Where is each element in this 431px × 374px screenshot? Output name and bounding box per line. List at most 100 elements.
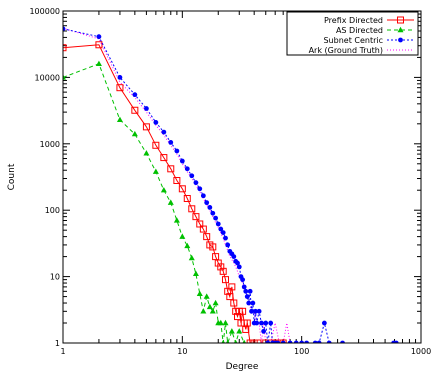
data-point	[203, 293, 210, 299]
data-point	[152, 168, 159, 174]
data-point	[262, 339, 270, 343]
data-point	[304, 340, 310, 343]
data-point	[221, 276, 229, 284]
data-point	[192, 270, 199, 277]
data-point	[63, 44, 67, 52]
data-point	[220, 230, 226, 235]
y-tick-labels: 1 10 100 1000 10000 100000	[29, 7, 60, 348]
data-point	[116, 116, 123, 122]
data-point	[179, 233, 186, 239]
data-point	[209, 308, 216, 314]
data-point	[174, 148, 180, 154]
legend-label: AS Directed	[336, 26, 383, 35]
data-point	[196, 290, 203, 297]
x-tick-label: 1	[60, 347, 65, 356]
data-point	[228, 328, 235, 334]
data-point	[200, 193, 206, 199]
data-point	[253, 308, 258, 314]
data-point	[267, 339, 275, 343]
data-point	[221, 339, 225, 343]
data-point	[235, 260, 240, 266]
data-point	[312, 340, 318, 343]
data-point	[153, 120, 159, 125]
data-point	[232, 307, 240, 315]
data-point	[63, 74, 66, 80]
data-point	[393, 340, 399, 343]
y-tick-label: 100000	[29, 7, 60, 16]
data-point	[326, 340, 332, 343]
data-point	[293, 340, 299, 343]
data-point	[116, 84, 124, 92]
plot-series	[63, 26, 399, 343]
data-point	[160, 187, 167, 193]
data-point	[63, 26, 66, 32]
data-point	[131, 106, 139, 114]
data-point	[95, 41, 103, 49]
legend-label: Ark (Ground Truth)	[309, 46, 383, 55]
data-point	[132, 92, 138, 98]
data-point	[178, 185, 186, 193]
data-point	[168, 139, 174, 145]
data-point	[316, 340, 322, 343]
data-point	[212, 299, 219, 306]
data-point	[243, 319, 251, 327]
data-point	[217, 319, 224, 326]
data-point	[233, 339, 238, 343]
series-subnet-centric	[63, 26, 399, 343]
data-point	[261, 328, 267, 334]
data-point	[152, 141, 160, 149]
x-tick-labels: 1 10 100 1000	[60, 347, 431, 356]
data-point	[236, 328, 243, 334]
data-point	[239, 307, 247, 315]
axis-ticks	[62, 10, 422, 344]
data-point	[183, 195, 191, 203]
data-point	[259, 320, 264, 326]
data-point	[240, 277, 246, 283]
data-point	[188, 205, 196, 213]
data-point	[250, 300, 256, 306]
data-point	[280, 340, 286, 343]
data-point	[275, 340, 281, 343]
series-line-prefix-directed	[63, 44, 284, 343]
data-point	[193, 180, 199, 186]
y-axis-label: Count	[7, 163, 17, 190]
data-point	[241, 284, 247, 290]
y-tick-label: 10000	[35, 73, 60, 82]
data-point	[271, 339, 279, 343]
data-point	[225, 339, 230, 343]
series-prefix-directed	[63, 41, 287, 343]
data-point	[287, 340, 293, 343]
data-point	[215, 221, 221, 227]
y-tick-label: 1	[55, 339, 60, 348]
data-point	[117, 75, 123, 80]
x-tick-label: 1000	[411, 347, 431, 356]
data-point	[246, 339, 254, 343]
data-point	[254, 339, 262, 343]
data-point	[160, 154, 168, 162]
legend-box	[286, 11, 419, 56]
plot-frame	[62, 10, 422, 344]
data-point	[265, 340, 271, 343]
data-point	[219, 267, 227, 275]
data-point	[249, 308, 254, 314]
data-point	[206, 303, 213, 310]
legend-marker	[397, 26, 404, 33]
data-point	[275, 339, 283, 343]
data-point	[197, 186, 203, 192]
data-point	[213, 215, 218, 221]
data-point	[228, 283, 236, 291]
data-point	[200, 308, 207, 314]
data-point	[143, 150, 150, 156]
data-point	[203, 233, 211, 241]
x-axis-label: Degree	[226, 362, 259, 372]
data-point	[192, 213, 200, 221]
data-point	[204, 200, 210, 206]
data-point	[209, 243, 217, 251]
data-point	[243, 288, 249, 294]
data-point	[236, 264, 242, 270]
data-point	[131, 130, 138, 137]
y-tick-label: 10	[50, 273, 60, 282]
data-point	[340, 340, 345, 343]
